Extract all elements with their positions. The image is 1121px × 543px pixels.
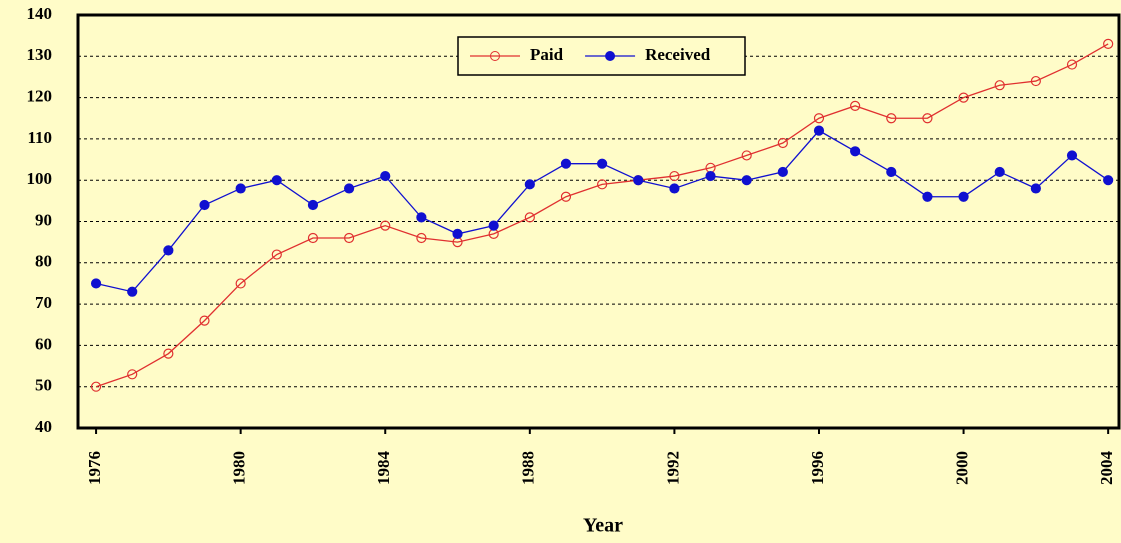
x-tick-label: 2000 (952, 451, 971, 485)
data-point (343, 183, 355, 194)
y-tick-label: 50 (35, 376, 52, 395)
data-point (524, 212, 535, 223)
y-tick-label: 130 (27, 45, 53, 64)
data-point (127, 286, 138, 297)
data-point (90, 381, 102, 392)
data-point (669, 170, 680, 182)
data-point (307, 199, 319, 211)
data-point (922, 113, 933, 124)
data-point (850, 146, 861, 157)
legend-label: Paid (530, 45, 564, 64)
data-point (994, 166, 1005, 178)
data-point (452, 228, 463, 239)
data-point (488, 220, 499, 231)
data-point (1030, 75, 1041, 87)
y-tick-label: 110 (27, 128, 52, 147)
data-point (633, 175, 644, 186)
x-tick-label: 1996 (808, 451, 827, 485)
data-point (199, 199, 210, 211)
data-point (886, 113, 897, 124)
data-point (741, 175, 752, 186)
y-tick-label: 80 (35, 252, 52, 271)
series-line (95, 129, 1109, 293)
legend-label: Received (645, 45, 711, 64)
series-line (95, 43, 1109, 388)
data-point (705, 170, 716, 182)
x-tick-label: 1980 (230, 451, 249, 485)
data-point (127, 369, 138, 380)
data-point (669, 183, 680, 194)
data-point (597, 179, 608, 190)
y-tick-label: 140 (27, 4, 53, 23)
x-tick-label: 1988 (519, 451, 538, 485)
data-point (307, 232, 319, 244)
data-point (163, 245, 174, 256)
data-point (994, 80, 1005, 91)
data-point (90, 278, 102, 289)
data-point (597, 158, 608, 169)
data-point (380, 220, 391, 231)
data-point (958, 92, 969, 103)
data-point (416, 212, 427, 223)
y-tick-label: 40 (35, 417, 52, 436)
data-point (886, 166, 897, 178)
data-point (235, 278, 246, 289)
legend-marker (605, 51, 616, 61)
data-point (741, 150, 752, 161)
data-point (1066, 59, 1078, 70)
data-point (777, 137, 788, 149)
data-point (1030, 183, 1041, 194)
data-point (1103, 175, 1114, 186)
data-point (199, 315, 210, 326)
y-tick-label: 90 (35, 210, 52, 229)
data-point (777, 166, 788, 178)
y-tick-label: 100 (27, 169, 53, 188)
data-point (922, 191, 933, 202)
data-point (958, 191, 969, 202)
data-point (235, 183, 246, 194)
x-tick-label: 2004 (1097, 451, 1116, 486)
data-point (560, 191, 572, 202)
data-point (560, 158, 572, 169)
data-point (380, 170, 391, 182)
data-point (416, 232, 427, 244)
plot-frame (76, 13, 1121, 430)
data-point (343, 232, 355, 244)
data-point (813, 113, 825, 124)
y-tick-label: 60 (35, 334, 52, 353)
y-tick-label: 120 (27, 87, 53, 106)
x-tick-label: 1992 (663, 451, 682, 485)
y-tick-label: 70 (35, 293, 52, 312)
x-tick-label: 1976 (85, 451, 104, 485)
data-point (524, 179, 535, 190)
data-point (1066, 150, 1078, 161)
legend: Paid Received (457, 36, 746, 76)
legend-marker (490, 51, 500, 61)
data-point (271, 249, 282, 260)
data-point (850, 100, 861, 111)
x-axis-title: Year (583, 515, 623, 537)
x-tick-label: 1984 (374, 451, 393, 486)
data-point (813, 125, 825, 136)
data-point (163, 348, 174, 359)
data-point (271, 175, 282, 186)
data-point (1103, 38, 1114, 50)
